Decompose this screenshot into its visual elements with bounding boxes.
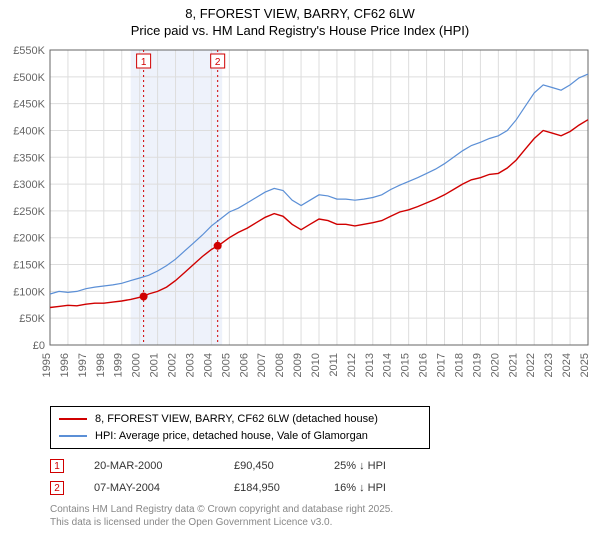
sale-marker-2: 2 [50,481,64,495]
plot-svg: £0 £50K £100K £150K £200K £250K £300K £350K £400… [0,40,600,400]
sale-date-2: 07-MAY-2004 [94,482,234,494]
svg-text:2019: 2019 [471,353,483,377]
svg-text:£100K: £100K [13,286,45,298]
title-sub: Price paid vs. HM Land Registry's House … [0,23,600,38]
sale-diff-2: 16% ↓ HPI [334,482,454,494]
svg-text:2008: 2008 [274,353,286,377]
svg-text:2022: 2022 [525,353,537,377]
legend: 8, FFOREST VIEW, BARRY, CF62 6LW (detach… [50,406,430,449]
svg-text:1: 1 [141,57,147,68]
attribution-line2: This data is licensed under the Open Gov… [50,516,600,529]
svg-text:2003: 2003 [184,353,196,377]
svg-text:2025: 2025 [579,353,591,377]
svg-text:2016: 2016 [418,353,430,377]
sale-price-1: £90,450 [234,460,334,472]
sale-marker-1: 1 [50,459,64,473]
sale-rows: 1 20-MAR-2000 £90,450 25% ↓ HPI 2 07-MAY… [50,459,600,495]
svg-text:£450K: £450K [13,99,45,111]
legend-swatch-property [59,418,87,420]
svg-text:£400K: £400K [13,125,45,137]
svg-text:1996: 1996 [59,353,71,377]
sale-diff-1: 25% ↓ HPI [334,460,454,472]
svg-text:£200K: £200K [13,233,45,245]
svg-text:2017: 2017 [436,353,448,377]
svg-text:2006: 2006 [238,353,250,377]
svg-text:1998: 1998 [95,353,107,377]
svg-text:1999: 1999 [113,353,125,377]
legend-row-property: 8, FFOREST VIEW, BARRY, CF62 6LW (detach… [59,411,421,428]
svg-text:2012: 2012 [346,353,358,377]
legend-swatch-hpi [59,435,87,437]
svg-text:£0: £0 [33,340,45,352]
svg-text:£300K: £300K [13,179,45,191]
chart-container: 8, FFOREST VIEW, BARRY, CF62 6LW Price p… [0,0,600,529]
svg-text:£500K: £500K [13,72,45,84]
svg-text:2023: 2023 [543,353,555,377]
svg-text:2018: 2018 [453,353,465,377]
attribution-line1: Contains HM Land Registry data © Crown c… [50,503,600,516]
attribution: Contains HM Land Registry data © Crown c… [50,503,600,529]
svg-text:2007: 2007 [256,353,268,377]
chart-titles: 8, FFOREST VIEW, BARRY, CF62 6LW Price p… [0,0,600,40]
svg-text:2020: 2020 [489,353,501,377]
svg-text:£550K: £550K [13,45,45,57]
svg-text:2013: 2013 [364,353,376,377]
svg-text:2015: 2015 [400,353,412,377]
svg-text:2021: 2021 [507,353,519,377]
svg-text:£50K: £50K [19,313,45,325]
svg-text:2000: 2000 [131,353,143,377]
svg-text:2014: 2014 [382,353,394,377]
sale-price-2: £184,950 [234,482,334,494]
svg-text:2024: 2024 [561,353,573,377]
svg-text:1995: 1995 [41,353,53,377]
svg-text:£350K: £350K [13,152,45,164]
sale-row-1: 1 20-MAR-2000 £90,450 25% ↓ HPI [50,459,600,473]
legend-row-hpi: HPI: Average price, detached house, Vale… [59,428,421,445]
title-main: 8, FFOREST VIEW, BARRY, CF62 6LW [0,6,600,21]
legend-label-hpi: HPI: Average price, detached house, Vale… [95,428,368,445]
svg-text:2009: 2009 [292,353,304,377]
legend-label-property: 8, FFOREST VIEW, BARRY, CF62 6LW (detach… [95,411,378,428]
svg-text:1997: 1997 [77,353,89,377]
plot-area: £0 £50K £100K £150K £200K £250K £300K £350K £400… [0,40,600,400]
svg-text:£150K: £150K [13,260,45,272]
svg-text:2005: 2005 [220,353,232,377]
svg-text:2004: 2004 [202,353,214,377]
svg-text:2002: 2002 [167,353,179,377]
svg-text:2011: 2011 [328,353,340,377]
svg-text:2001: 2001 [149,353,161,377]
sale-row-2: 2 07-MAY-2004 £184,950 16% ↓ HPI [50,481,600,495]
svg-text:2: 2 [215,57,221,68]
svg-text:2010: 2010 [310,353,322,377]
sale-date-1: 20-MAR-2000 [94,460,234,472]
svg-text:£250K: £250K [13,206,45,218]
